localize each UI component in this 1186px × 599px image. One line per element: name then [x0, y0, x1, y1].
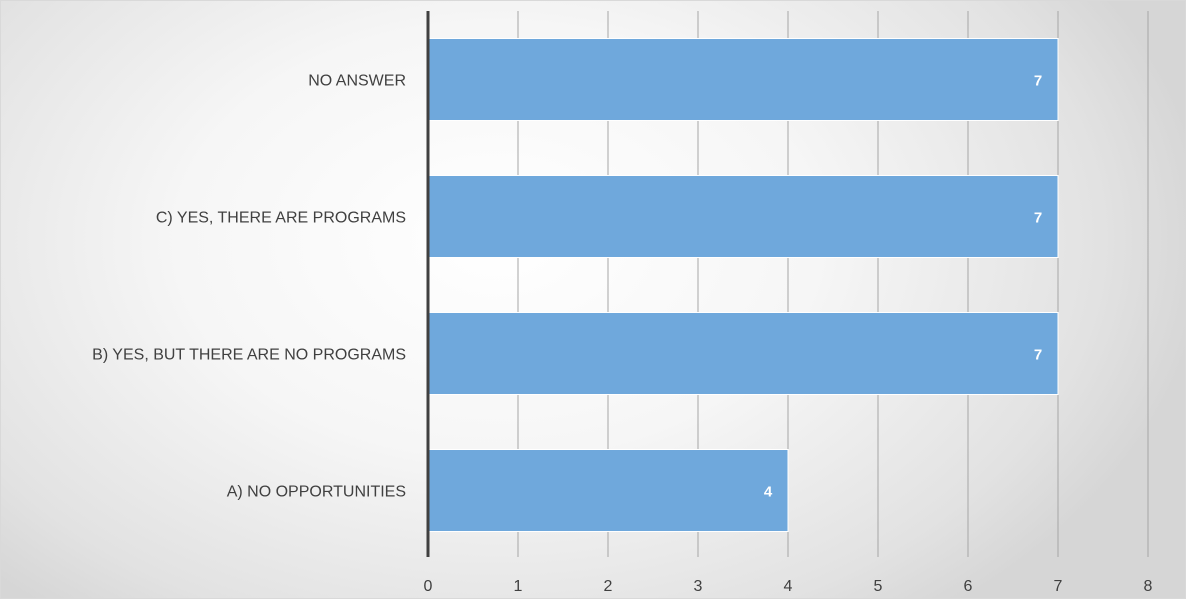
tick-label-8: 8	[1144, 578, 1153, 595]
bars	[427, 38, 1059, 532]
bar-4	[427, 38, 1059, 121]
tick-label-6: 6	[964, 578, 973, 595]
data-label-1: 4	[764, 484, 773, 501]
tick-label-5: 5	[874, 578, 883, 595]
tick-label-2: 2	[604, 578, 613, 595]
bar-3	[427, 175, 1059, 258]
tick-label-0: 0	[424, 578, 433, 595]
data-label-4: 7	[1034, 73, 1042, 90]
data-labels: 4 7 7 7	[764, 73, 1042, 501]
tick-label-4: 4	[784, 578, 793, 595]
tick-label-7: 7	[1054, 578, 1063, 595]
tick-label-1: 1	[514, 578, 523, 595]
bar-1	[427, 449, 789, 532]
tick-label-3: 3	[694, 578, 703, 595]
category-labels: A) NO OPPORTUNITIES B) YES, BUT THERE ARE…	[92, 73, 406, 501]
category-label-4: NO ANSWER	[308, 73, 406, 90]
tick-labels: 0 1 2 3 4 5 6 7 8	[424, 578, 1153, 595]
category-label-2: B) YES, BUT THERE ARE NO PROGRAMS	[92, 347, 406, 364]
bar-2	[427, 312, 1059, 395]
data-label-2: 7	[1034, 347, 1042, 364]
category-label-3: C) YES, THERE ARE PROGRAMS	[156, 210, 406, 227]
category-label-1: A) NO OPPORTUNITIES	[227, 484, 406, 501]
data-label-3: 7	[1034, 210, 1042, 227]
